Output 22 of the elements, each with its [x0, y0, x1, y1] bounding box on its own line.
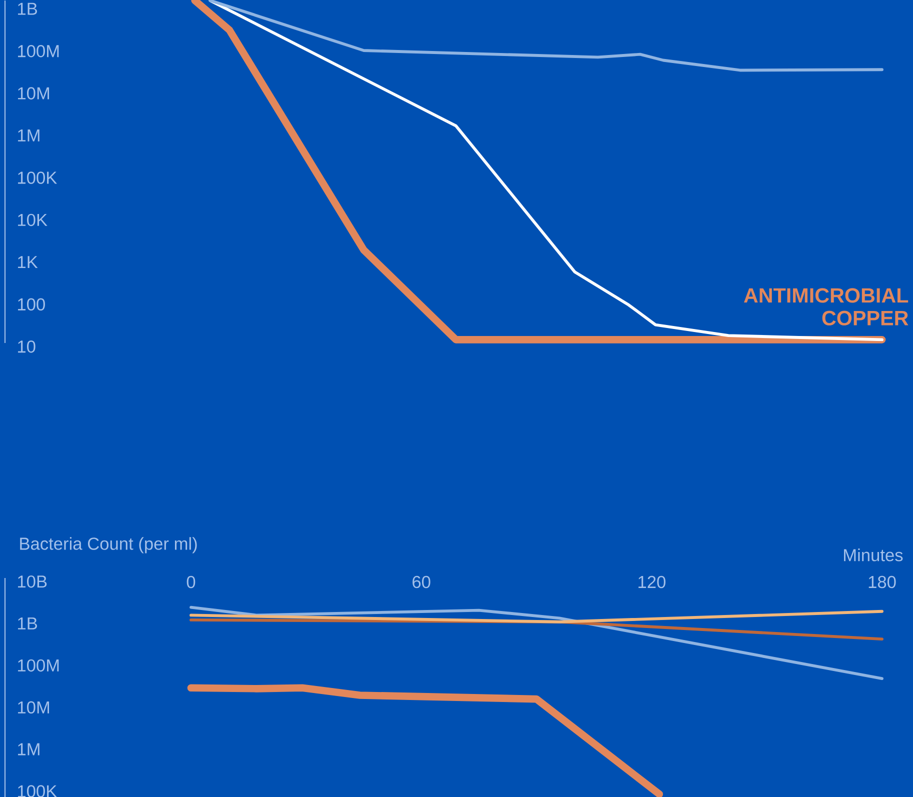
y-tick-label: 1M: [18, 129, 40, 142]
y-axis-title: Bacteria Count (per ml): [20, 537, 197, 554]
y-tick-label: 100: [18, 298, 45, 311]
y-tick-label: 1K: [18, 256, 38, 268]
y-tick-label: 1B: [18, 2, 37, 15]
y-tick-label: 1B: [18, 617, 37, 630]
y-tick-label: 10M: [18, 701, 50, 714]
x-tick-label: 0: [186, 576, 196, 588]
x-axis-title: Minutes: [844, 548, 903, 562]
series-label: ANTIMICROBIAL COPPER: [744, 288, 908, 326]
y-tick-label: 10K: [18, 214, 48, 226]
y-tick-label: 1M: [18, 743, 40, 756]
y-tick-label: 100M: [18, 44, 59, 58]
y-tick-label: 10M: [18, 87, 50, 100]
y-tick-label: 10B: [18, 575, 47, 588]
y-tick-label: 100M: [18, 659, 59, 672]
y-tick-label: 100K: [18, 172, 57, 184]
y-tick-label: 10: [18, 340, 36, 353]
x-tick-label: 180: [868, 576, 896, 588]
y-tick-label: 100K: [18, 785, 57, 797]
x-tick-label: 60: [412, 576, 430, 588]
x-tick-label: 120: [638, 576, 666, 588]
